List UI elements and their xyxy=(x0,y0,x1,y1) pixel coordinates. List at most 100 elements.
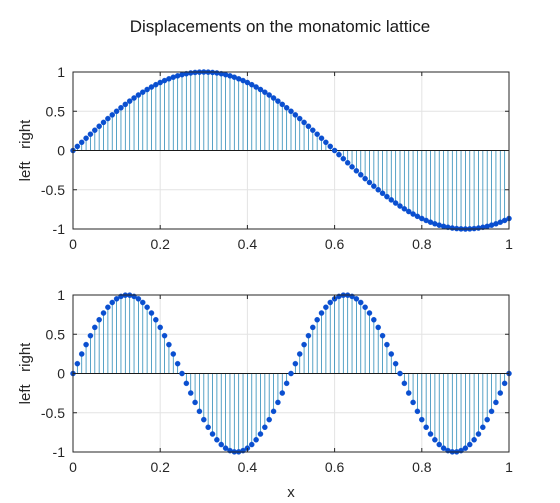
data-point xyxy=(157,324,163,331)
y-tick-label: 0.5 xyxy=(46,103,66,119)
data-point xyxy=(305,123,312,129)
data-point xyxy=(270,408,277,415)
x-tick-label: 0.6 xyxy=(325,236,345,252)
data-point xyxy=(323,304,329,310)
data-point xyxy=(131,95,137,101)
data-point xyxy=(279,390,286,396)
y-tick-label: -1 xyxy=(53,221,66,237)
data-point xyxy=(401,380,408,387)
data-point xyxy=(384,341,390,348)
data-point xyxy=(105,115,111,122)
data-point xyxy=(153,81,159,88)
data-point xyxy=(74,360,81,367)
data-point xyxy=(144,304,150,310)
data-point xyxy=(488,408,495,415)
data-point xyxy=(96,317,102,323)
data-point xyxy=(493,399,499,406)
data-point xyxy=(262,89,268,95)
subplot-top: 0 0.2 0.4 0.6 0.8 1 1 0.5 0 -0.5 -1 left right xyxy=(17,64,513,252)
y-axis-label: left right xyxy=(17,119,34,182)
data-point xyxy=(275,98,281,104)
data-point xyxy=(462,445,469,451)
data-point xyxy=(501,380,508,387)
x-axis-label: x xyxy=(287,484,295,501)
data-point xyxy=(392,200,399,206)
data-point xyxy=(305,332,312,339)
data-point xyxy=(423,424,429,430)
data-point xyxy=(427,431,434,437)
data-point xyxy=(148,84,155,90)
data-point xyxy=(166,341,172,348)
data-point xyxy=(174,360,181,367)
data-point xyxy=(283,104,290,111)
data-point xyxy=(196,408,203,415)
data-point xyxy=(279,101,286,108)
data-point xyxy=(366,310,373,316)
y-tick-label: 0.5 xyxy=(46,326,66,342)
data-point xyxy=(249,81,255,88)
data-point xyxy=(266,92,272,98)
data-point xyxy=(405,390,412,396)
data-point xyxy=(362,304,368,310)
data-point xyxy=(440,445,447,451)
x-tick-label: 0 xyxy=(69,459,77,475)
data-point xyxy=(257,431,264,437)
data-point xyxy=(201,416,207,423)
data-point xyxy=(135,296,142,302)
figure-title: Displacements on the monatomic lattice xyxy=(130,17,430,36)
data-point xyxy=(388,351,395,357)
data-point xyxy=(318,135,325,141)
data-point xyxy=(222,445,229,451)
data-point xyxy=(301,119,307,126)
data-point xyxy=(140,89,146,95)
data-point xyxy=(257,86,264,93)
data-point xyxy=(96,123,102,129)
data-point xyxy=(109,299,115,306)
data-point xyxy=(497,390,504,396)
data-point xyxy=(310,127,316,133)
data-point xyxy=(397,203,403,209)
data-point xyxy=(270,95,277,101)
data-point xyxy=(100,119,107,126)
data-point xyxy=(126,98,133,104)
data-point xyxy=(371,183,377,189)
x-tick-label: 1 xyxy=(505,236,513,252)
x-tick-label: 0.6 xyxy=(325,459,345,475)
data-point xyxy=(401,206,408,212)
data-point xyxy=(375,186,381,193)
data-point xyxy=(262,424,268,430)
y-tick-label: 1 xyxy=(57,287,65,303)
data-point xyxy=(209,431,216,437)
data-point xyxy=(323,139,329,146)
data-point xyxy=(410,399,416,406)
data-point xyxy=(410,211,416,217)
data-point xyxy=(244,79,251,86)
x-tick-label: 1 xyxy=(505,459,513,475)
data-point xyxy=(275,399,281,406)
data-point xyxy=(301,341,307,348)
data-point xyxy=(92,127,98,133)
data-point xyxy=(179,370,185,377)
data-point xyxy=(183,380,190,387)
data-point xyxy=(366,179,373,186)
data-point xyxy=(83,135,89,141)
x-tick-label: 0.2 xyxy=(150,236,170,252)
data-point xyxy=(480,424,486,430)
data-point xyxy=(87,332,94,339)
data-point xyxy=(344,160,351,166)
data-point xyxy=(436,441,442,448)
data-point xyxy=(362,175,368,182)
data-point xyxy=(109,112,115,118)
data-point xyxy=(292,360,299,367)
x-tick-label: 0 xyxy=(69,236,77,252)
data-point xyxy=(353,296,360,302)
data-point xyxy=(336,151,342,158)
data-point xyxy=(392,360,399,367)
data-point xyxy=(379,190,386,197)
data-point xyxy=(288,370,294,377)
data-point xyxy=(214,437,220,443)
data-point xyxy=(283,380,290,387)
data-point xyxy=(471,437,477,443)
data-point xyxy=(397,370,403,377)
